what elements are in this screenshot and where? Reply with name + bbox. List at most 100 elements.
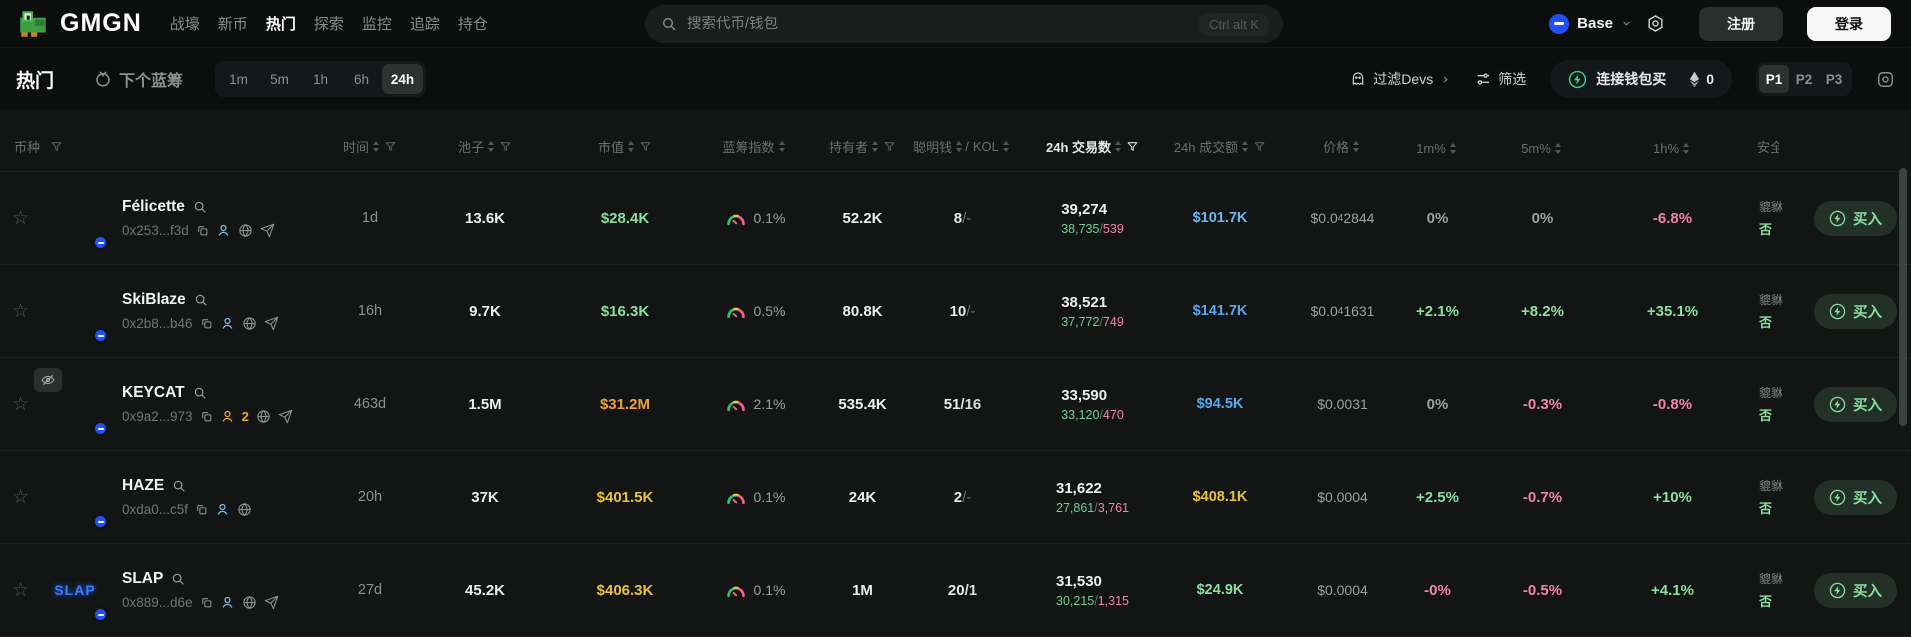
token-address[interactable]: 0xda0...c5f [122,502,189,517]
header-5m[interactable]: 5m% [1465,141,1620,156]
nav-explore[interactable]: 探索 [313,16,344,33]
person-icon[interactable] [215,502,230,517]
preset-p1[interactable]: P1 [1759,65,1789,93]
token-name[interactable]: Félicette [122,198,185,215]
nav-hot[interactable]: 热门 [265,16,296,33]
nav-monitor[interactable]: 监控 [361,16,392,33]
header-volume[interactable]: 24h 成交额 [1165,137,1275,156]
token-address[interactable]: 0x9a2...973 [122,409,193,424]
telegram-icon[interactable] [260,223,275,238]
nav-new-coins[interactable]: 新币 [217,16,248,33]
brand-logo[interactable]: GMGN [16,7,142,41]
token-avatar-wrap[interactable] [44,187,109,251]
vertical-scrollbar[interactable] [1899,168,1907,426]
globe-icon[interactable] [238,223,253,238]
token-address[interactable]: 0x889...d6e [122,595,193,610]
telegram-icon[interactable] [264,316,279,331]
funnel-icon[interactable] [883,140,896,153]
chain-selector[interactable]: Base [1549,13,1632,34]
telegram-icon[interactable] [278,409,293,424]
header-1m[interactable]: 1m% [1410,141,1465,156]
preset-p2[interactable]: P2 [1795,71,1813,87]
timeframe-5m[interactable]: 5m [270,71,289,87]
settings-icon[interactable] [1876,70,1895,89]
eye-off-badge[interactable] [34,368,62,392]
person-icon[interactable] [220,409,235,424]
connect-wallet-buy-button[interactable]: 连接钱包买 0 [1550,60,1732,98]
search-input[interactable] [687,16,1200,32]
globe-icon[interactable] [256,409,271,424]
token-address[interactable]: 0x2b8...b46 [122,316,193,331]
header-holders[interactable]: 持有者 [820,137,905,156]
copy-icon[interactable] [200,317,213,330]
header-1h[interactable]: 1h% [1620,141,1725,156]
tab-hot[interactable]: 热门 [16,70,55,92]
token-avatar-wrap[interactable] [44,466,109,530]
globe-icon[interactable] [242,316,257,331]
buy-button[interactable]: 买入 [1814,386,1897,422]
favorite-star-icon[interactable]: ☆ [12,393,30,415]
tab-next-bluechip[interactable]: 下个蓝筹 [94,67,183,91]
copy-icon[interactable] [196,224,209,237]
header-bluechip[interactable]: 蓝筹指数 [690,137,820,156]
timeframe-1h[interactable]: 1h [313,71,329,87]
person-icon[interactable] [220,595,235,610]
funnel-icon[interactable] [384,140,397,153]
telegram-icon[interactable] [264,595,279,610]
token-name[interactable]: KEYCAT [122,384,185,401]
token-name[interactable]: SkiBlaze [122,291,186,308]
token-search-icon[interactable] [193,386,207,400]
timeframe-24h[interactable]: 24h [382,64,424,94]
token-avatar-wrap[interactable]: SLAP [44,559,109,623]
token-address[interactable]: 0x253...f3d [122,223,189,238]
token-search-icon[interactable] [194,293,208,307]
funnel-icon[interactable] [1253,140,1266,153]
preset-p3[interactable]: P3 [1825,71,1843,87]
token-search-icon[interactable] [193,200,207,214]
filter-devs-button[interactable]: 过滤Devs [1350,69,1451,89]
nav-track[interactable]: 追踪 [409,16,440,33]
header-age[interactable]: 时间 [330,137,410,156]
token-search-icon[interactable] [172,479,186,493]
header-token[interactable]: 币种 [0,137,330,156]
token-avatar-wrap[interactable] [44,280,109,344]
timeframe-6h[interactable]: 6h [354,71,370,87]
funnel-icon[interactable] [639,140,652,153]
copy-icon[interactable] [195,503,208,516]
filter-button[interactable]: 筛选 [1475,69,1526,89]
chain-settings-icon[interactable] [1646,14,1665,33]
buy-button[interactable]: 买入 [1814,200,1897,236]
buy-button[interactable]: 买入 [1814,572,1897,608]
lightning-circle-icon [1829,582,1846,599]
funnel-icon[interactable] [499,140,512,153]
token-search-icon[interactable] [171,572,185,586]
search-bar[interactable]: Ctrl alt K [645,5,1283,43]
globe-icon[interactable] [242,595,257,610]
token-avatar-wrap[interactable] [34,368,109,437]
header-tx[interactable]: 24h 交易数 [1020,137,1165,156]
funnel-icon[interactable] [1126,140,1139,153]
nav-trenches[interactable]: 战壕 [169,16,200,33]
header-pool[interactable]: 池子 [410,137,560,156]
favorite-star-icon[interactable]: ☆ [12,579,30,601]
funnel-icon[interactable] [50,140,63,153]
signup-button[interactable]: 注册 [1699,6,1783,41]
buy-button[interactable]: 买入 [1814,479,1897,515]
person-icon[interactable] [216,223,231,238]
favorite-star-icon[interactable]: ☆ [12,300,30,322]
token-name[interactable]: SLAP [122,570,164,587]
timeframe-1m[interactable]: 1m [229,71,248,87]
copy-icon[interactable] [200,410,213,423]
buy-button[interactable]: 买入 [1814,293,1897,329]
person-icon[interactable] [220,316,235,331]
favorite-star-icon[interactable]: ☆ [12,486,30,508]
favorite-star-icon[interactable]: ☆ [12,207,30,229]
token-name[interactable]: HAZE [122,477,165,494]
nav-holdings[interactable]: 持仓 [457,16,488,33]
header-smart-kol[interactable]: 聪明钱 / KOL [905,137,1020,156]
globe-icon[interactable] [237,502,252,517]
header-price[interactable]: 价格 [1275,137,1410,156]
copy-icon[interactable] [200,596,213,609]
login-button[interactable]: 登录 [1807,6,1891,41]
header-mcap[interactable]: 市值 [560,137,690,156]
